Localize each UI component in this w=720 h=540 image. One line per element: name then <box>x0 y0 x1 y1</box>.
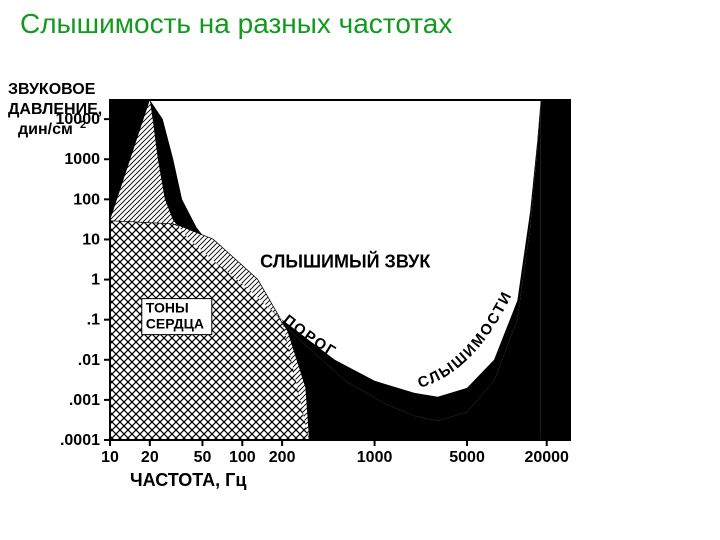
y-tick-label: 1 <box>91 272 100 289</box>
y-tick-label: 1000 <box>64 151 100 168</box>
y-tick-label: .0001 <box>60 432 100 449</box>
heart-label: СЕРДЦА <box>146 316 204 332</box>
page-title: Слышимость на разных частотах <box>20 8 452 40</box>
y-axis-label: 2 <box>80 119 86 131</box>
x-tick-label: 5000 <box>449 449 485 466</box>
x-tick-label: 200 <box>269 449 296 466</box>
y-tick-label: 100 <box>73 191 100 208</box>
x-tick-label: 1000 <box>357 449 393 466</box>
y-tick-label: .001 <box>69 392 100 409</box>
x-tick-label: 10 <box>101 449 119 466</box>
x-tick-label: 20 <box>141 449 159 466</box>
audible-label: СЛЫШИМЫЙ ЗВУК <box>260 250 431 271</box>
x-tick-label: 50 <box>194 449 212 466</box>
y-axis-label: ДАВЛЕНИЕ, <box>8 101 102 118</box>
y-tick-label: .01 <box>78 352 100 369</box>
x-tick-label: 100 <box>229 449 256 466</box>
hearing-chart: 100001000100101.1.01.001.000110205010020… <box>0 70 720 540</box>
y-axis-label: дин/см <box>18 121 73 138</box>
y-tick-label: 10 <box>82 231 100 248</box>
x-tick-label: 20000 <box>524 449 569 466</box>
y-axis-label: ЗВУКОВОЕ <box>8 81 96 98</box>
heart-label: ТОНЫ <box>146 300 189 316</box>
high-freq-bar <box>541 100 570 440</box>
y-tick-label: .1 <box>87 312 100 329</box>
x-axis-label: ЧАСТОТА, Гц <box>130 470 246 490</box>
